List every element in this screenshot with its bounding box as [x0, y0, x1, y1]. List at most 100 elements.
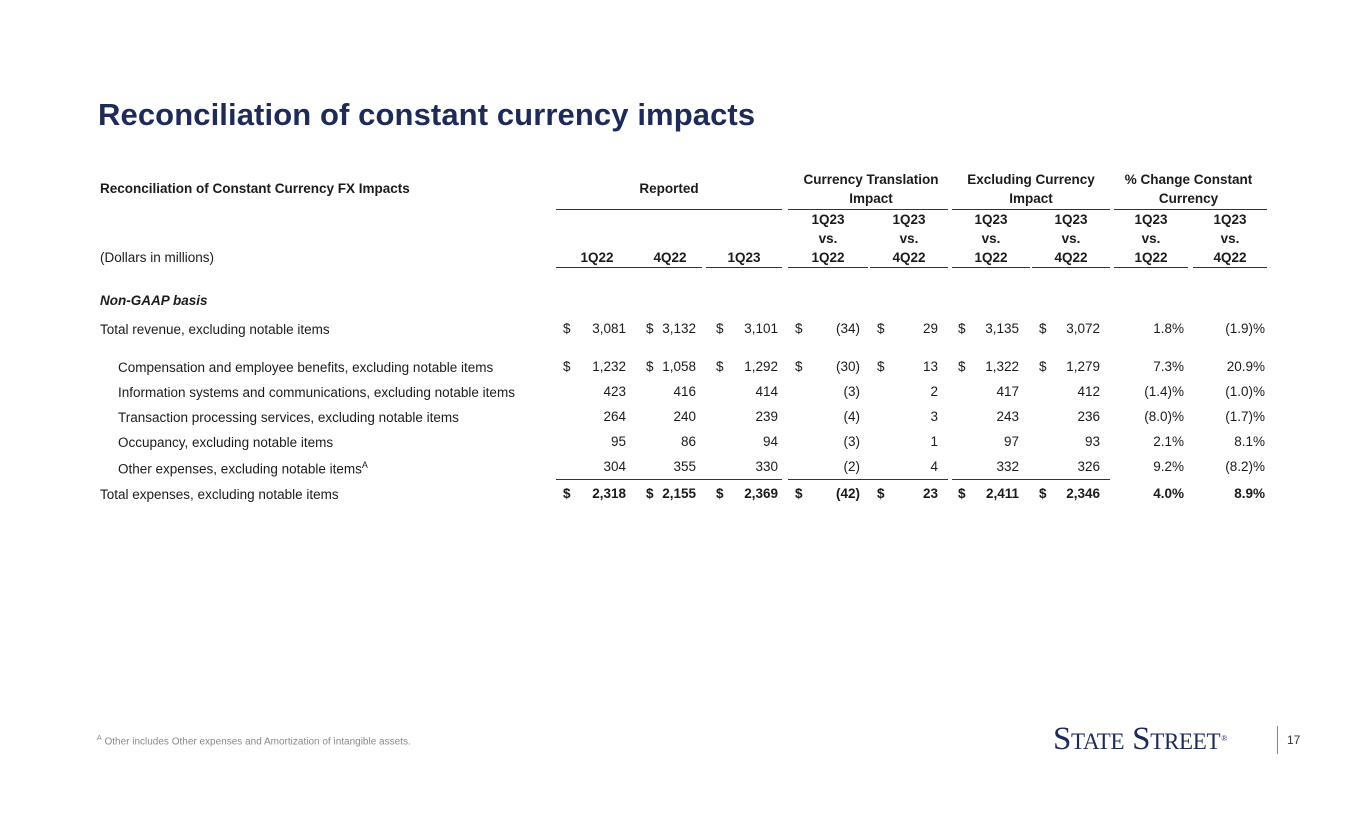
- column-header-line3: 4Q22: [653, 250, 687, 265]
- row-label: Other expenses, excluding notable itemsA: [118, 460, 368, 477]
- page-number: 17: [1287, 733, 1301, 747]
- footnote-text: Other includes Other expenses and Amorti…: [104, 736, 411, 748]
- cell-value: 20.9%: [1226, 359, 1265, 374]
- cell-value: 4.0%: [1153, 486, 1184, 501]
- cell-value: 1.8%: [1153, 321, 1184, 336]
- cell-value: (8.2)%: [1225, 459, 1265, 474]
- column-header-line2: vs.: [818, 231, 838, 246]
- row-label: Total revenue, excluding notable items: [100, 322, 330, 337]
- cell-value: 86: [680, 434, 696, 449]
- column-header-line3: 1Q22: [580, 250, 614, 265]
- column-header-rule: [556, 267, 638, 268]
- row-label-text: Information systems and communications, …: [118, 385, 515, 400]
- total-rule: [952, 479, 1110, 480]
- cell-value: 4: [930, 459, 938, 474]
- group-rule: [952, 209, 1110, 210]
- row-label-text: Total expenses, excluding notable items: [100, 487, 339, 502]
- column-header-line1: 1Q23: [1134, 212, 1168, 227]
- column-header-line1: 1Q23: [974, 212, 1008, 227]
- cell-value: 29: [922, 321, 938, 336]
- cell-value: 2,155: [662, 486, 696, 501]
- currency-symbol: $: [877, 359, 885, 374]
- row-label-text: Transaction processing services, excludi…: [118, 410, 459, 425]
- currency-symbol: $: [563, 486, 571, 501]
- currency-symbol: $: [877, 486, 885, 501]
- total-rule: [556, 479, 782, 480]
- logo-divider: [1277, 726, 1278, 754]
- group-header-currency-translation-2: Impact: [849, 191, 893, 206]
- cell-value: 332: [996, 459, 1019, 474]
- cell-value: 3,072: [1066, 321, 1100, 336]
- currency-symbol: $: [563, 321, 571, 336]
- group-header-pct-change-2: Currency: [1158, 191, 1219, 206]
- column-header-line2: vs.: [1061, 231, 1081, 246]
- row-label: Occupancy, excluding notable items: [118, 435, 333, 450]
- column-header-line1: 1Q23: [1213, 212, 1247, 227]
- cell-value: 3,132: [662, 321, 696, 336]
- cell-value: 243: [996, 409, 1019, 424]
- currency-symbol: $: [716, 359, 724, 374]
- currency-symbol: $: [958, 321, 966, 336]
- currency-symbol: $: [646, 321, 654, 336]
- group-rule: [556, 209, 782, 210]
- currency-symbol: $: [795, 486, 803, 501]
- cell-value: (30): [835, 359, 860, 374]
- cell-value: 239: [755, 409, 778, 424]
- column-header-line1: 1Q23: [811, 212, 845, 227]
- cell-value: 3,135: [985, 321, 1019, 336]
- group-rule: [788, 209, 948, 210]
- column-header-line2: vs.: [1220, 231, 1240, 246]
- column-header-rule: [1114, 267, 1188, 268]
- currency-symbol: $: [646, 359, 654, 374]
- currency-symbol: $: [563, 359, 571, 374]
- cell-value: (34): [835, 321, 860, 336]
- cell-value: 13: [922, 359, 938, 374]
- cell-value: 240: [673, 409, 696, 424]
- cell-value: 3,101: [744, 321, 778, 336]
- group-header-excluding-currency: Excluding Currency: [967, 172, 1095, 187]
- column-header-rule: [706, 267, 782, 268]
- column-header-line3: 1Q22: [1134, 250, 1168, 265]
- cell-value: 264: [603, 409, 626, 424]
- cell-value: 304: [603, 459, 626, 474]
- column-header-line2: vs.: [1141, 231, 1161, 246]
- column-header-line1: 1Q23: [1054, 212, 1088, 227]
- footnote-marker: A: [97, 735, 102, 742]
- cell-value: (3): [843, 384, 861, 399]
- group-header-pct-change: % Change Constant: [1124, 172, 1253, 187]
- cell-value: 2,411: [985, 486, 1019, 501]
- column-header-line3: 4Q22: [892, 250, 926, 265]
- group-header-reported: Reported: [639, 181, 699, 196]
- row-label-text: Compensation and employee benefits, excl…: [118, 360, 494, 375]
- cell-value: 3,081: [592, 321, 626, 336]
- cell-value: 330: [755, 459, 778, 474]
- column-header-rule: [638, 267, 702, 268]
- cell-value: 93: [1084, 434, 1100, 449]
- cell-value: (3): [843, 434, 861, 449]
- column-header-rule: [870, 267, 948, 268]
- cell-value: 1,322: [985, 359, 1019, 374]
- row-label: Transaction processing services, excludi…: [118, 410, 459, 425]
- cell-value: 8.1%: [1234, 434, 1265, 449]
- cell-value: 2,369: [744, 486, 778, 501]
- column-header-line3: 4Q22: [1213, 250, 1247, 265]
- cell-value: 1,058: [662, 359, 696, 374]
- column-header-line3: 1Q23: [727, 250, 761, 265]
- row-label: Total expenses, excluding notable items: [100, 487, 339, 502]
- row-label-text: Other expenses, excluding notable items: [118, 461, 362, 477]
- cell-value: 2: [930, 384, 938, 399]
- cell-value: (1.9)%: [1225, 321, 1265, 336]
- cell-value: 412: [1077, 384, 1100, 399]
- table-caption: Reconciliation of Constant Currency FX I…: [100, 181, 410, 196]
- column-header-line2: vs.: [899, 231, 919, 246]
- group-header-excluding-currency-2: Impact: [1009, 191, 1053, 206]
- cell-value: 97: [1003, 434, 1019, 449]
- column-header-rule: [1032, 267, 1110, 268]
- column-header-line3: 4Q22: [1054, 250, 1088, 265]
- cell-value: 3: [930, 409, 938, 424]
- page-title: Reconciliation of constant currency impa…: [98, 97, 756, 132]
- cell-value: 94: [762, 434, 778, 449]
- column-header-line3: 1Q22: [811, 250, 845, 265]
- row-label-text: Occupancy, excluding notable items: [118, 435, 334, 450]
- cell-value: 8.9%: [1234, 486, 1265, 501]
